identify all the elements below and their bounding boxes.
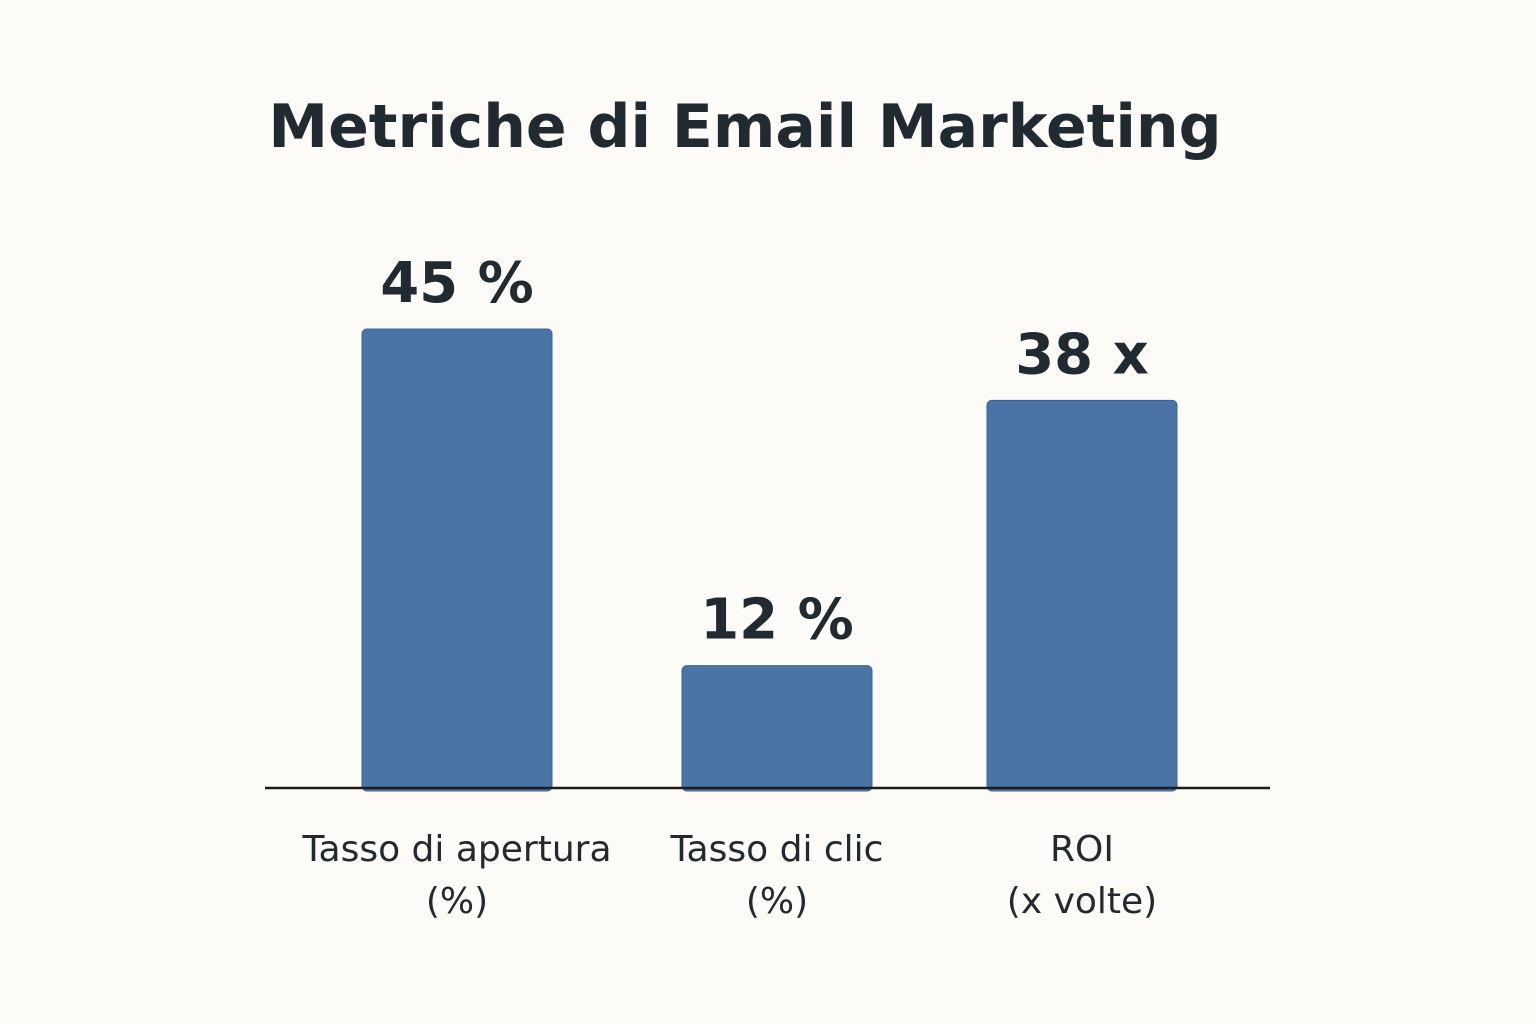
category-label-2-line-0: ROI [1050,829,1114,870]
value-label-1: 12 % [700,588,854,653]
value-label-0: 45 % [380,251,534,316]
bars-group [361,328,1178,792]
category-labels-group: Tasso di apertura (%) Tasso di clic (%) ROI (… [301,829,1157,922]
category-label-2-line-1: (x volte) [1007,881,1157,922]
bar-0 [361,328,553,792]
category-label-1-line-1: (%) [746,881,808,922]
category-label-0-line-1: (%) [426,881,488,922]
category-label-1-line-0: Tasso di clic [670,829,884,870]
value-label-2: 38 x [1015,322,1149,387]
chart-title: Metriche di Email Marketing [268,92,1221,162]
bar-2 [986,399,1178,792]
category-label-0-line-0: Tasso di apertura [301,829,611,870]
value-labels-group: 45 % 12 % 38 x [380,251,1149,653]
bar-1 [681,665,873,792]
